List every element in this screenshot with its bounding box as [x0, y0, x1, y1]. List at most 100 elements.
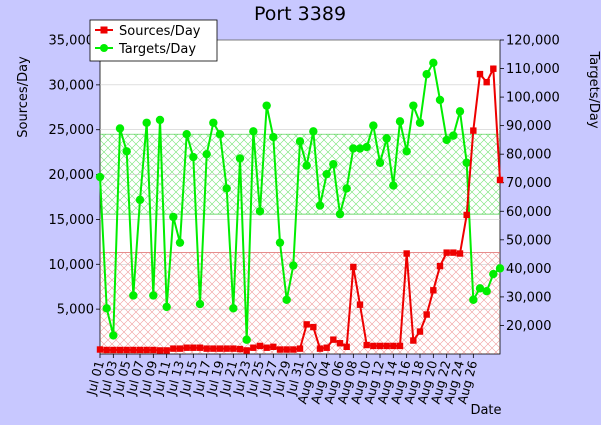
targets-point	[215, 130, 225, 139]
targets-point	[122, 147, 131, 156]
sources-point	[263, 344, 270, 351]
targets-point	[455, 107, 465, 116]
targets-point	[275, 238, 285, 247]
sources-point	[116, 346, 124, 354]
targets-point	[329, 159, 338, 169]
sources-point	[496, 176, 504, 184]
sources-point	[110, 346, 117, 354]
targets-point	[202, 149, 211, 159]
targets-point	[269, 132, 278, 142]
series-targets	[95, 58, 505, 344]
legend-box	[89, 19, 218, 62]
left-tick-label: 5,000	[57, 303, 94, 318]
sources-point	[216, 345, 224, 352]
left-tick-label: 20,000	[49, 168, 95, 183]
left-tick-label: 35,000	[49, 34, 95, 49]
right-tick-label: 70,000	[506, 176, 552, 191]
left-axis: 5,000 10,000 15,000 20,000 25,000 30,000 35,00…	[49, 34, 100, 318]
sources-point	[176, 345, 184, 352]
targets-point	[495, 264, 505, 273]
right-tick-label: 40,000	[506, 262, 552, 277]
sources-point	[243, 347, 250, 354]
left-tick-label: 10,000	[49, 258, 95, 273]
targets-point	[229, 304, 238, 313]
right-tick-label: 80,000	[506, 148, 552, 163]
targets-point	[175, 238, 185, 247]
targets-point	[475, 284, 485, 293]
sources-point	[196, 344, 204, 351]
sources-point	[236, 345, 244, 353]
left-tick-label: 15,000	[49, 213, 95, 228]
series-sources	[96, 64, 504, 354]
targets-point	[115, 124, 125, 133]
targets-point	[369, 121, 378, 130]
targets-point	[262, 101, 271, 110]
sources-point	[190, 344, 197, 351]
sources-point	[363, 341, 370, 349]
targets-point	[382, 134, 391, 143]
sources-point	[436, 262, 444, 270]
sources-point	[456, 250, 464, 257]
targets-point	[149, 291, 158, 300]
sources-point	[143, 346, 150, 354]
targets-point	[235, 154, 245, 163]
targets-point	[189, 152, 198, 162]
targets-point	[135, 195, 145, 205]
targets-point	[422, 70, 431, 79]
targets-point	[389, 181, 398, 190]
targets-point	[162, 302, 171, 312]
sources-point	[270, 343, 277, 351]
targets-point	[315, 201, 325, 210]
legend-label-targets: Targets/Day	[118, 42, 196, 57]
right-axis: 20,000 30,000 40,000 50,000 60,000 70,000 80,0…	[500, 34, 560, 334]
right-tick-label: 30,000	[506, 290, 552, 305]
sources-point	[210, 345, 217, 352]
targets-point	[242, 335, 251, 344]
sources-point	[476, 70, 484, 78]
right-axis-label: Targets/Day	[586, 50, 601, 128]
targets-point	[95, 172, 105, 182]
sources-point	[396, 342, 404, 350]
targets-point	[355, 144, 365, 153]
legend-marker-targets	[100, 44, 108, 52]
sources-point	[250, 344, 257, 351]
targets-point	[489, 269, 498, 279]
sources-point	[316, 345, 324, 352]
sources-point	[150, 346, 157, 354]
targets-point	[102, 304, 111, 313]
right-tick-label: 110,000	[506, 62, 560, 77]
sources-point	[443, 249, 450, 256]
sources-point	[310, 323, 317, 331]
left-tick-label: 30,000	[49, 78, 95, 93]
sources-point	[416, 328, 424, 335]
sources-point	[296, 345, 304, 352]
targets-point	[435, 95, 445, 105]
sources-point	[403, 250, 410, 257]
right-tick-label: 120,000	[506, 34, 560, 49]
sources-point	[283, 346, 290, 353]
targets-point	[155, 115, 165, 125]
targets-point	[109, 331, 118, 340]
targets-point	[169, 212, 178, 222]
x-axis-label: Date	[470, 403, 501, 418]
sources-point	[383, 342, 390, 350]
sources-point	[410, 337, 417, 344]
right-tick-label: 100,000	[506, 91, 560, 106]
sources-point	[256, 342, 264, 350]
targets-point	[429, 58, 438, 68]
targets-point	[255, 207, 265, 216]
legend-label-sources: Sources/Day	[119, 24, 201, 39]
targets-point	[182, 130, 191, 139]
sources-point	[330, 336, 337, 343]
sources-point	[103, 346, 110, 354]
sources-point	[483, 78, 490, 86]
sources-point	[423, 311, 430, 318]
sources-point	[370, 342, 377, 350]
targets-point	[309, 127, 318, 136]
targets-point	[342, 184, 351, 193]
sources-point	[450, 249, 457, 256]
right-tick-label: 90,000	[506, 119, 552, 134]
targets-point	[349, 144, 358, 153]
targets-point	[142, 118, 151, 127]
